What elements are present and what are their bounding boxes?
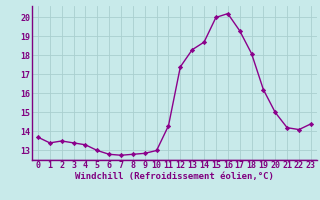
- X-axis label: Windchill (Refroidissement éolien,°C): Windchill (Refroidissement éolien,°C): [75, 172, 274, 181]
